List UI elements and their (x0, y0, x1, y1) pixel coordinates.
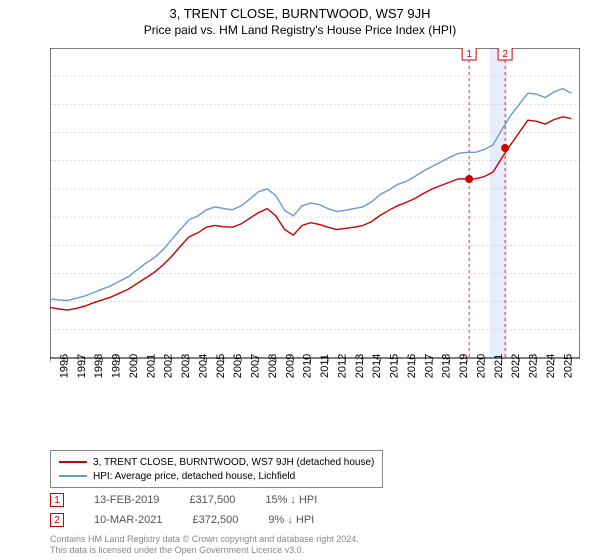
svg-text:2016: 2016 (406, 354, 418, 378)
svg-text:2014: 2014 (371, 354, 383, 378)
svg-text:2001: 2001 (145, 354, 157, 378)
svg-text:2017: 2017 (423, 354, 435, 378)
svg-text:2023: 2023 (528, 354, 540, 378)
svg-text:2008: 2008 (267, 354, 279, 378)
svg-text:2004: 2004 (197, 354, 209, 378)
svg-text:2: 2 (502, 49, 508, 60)
footer-line2: This data is licensed under the Open Gov… (50, 545, 359, 556)
svg-text:2013: 2013 (354, 354, 366, 378)
svg-text:2007: 2007 (250, 354, 262, 378)
legend-swatch-hpi (59, 475, 87, 477)
svg-text:2005: 2005 (215, 354, 227, 378)
marker-row-2: 2 10-MAR-2021 £372,500 9% ↓ HPI (50, 510, 317, 530)
marker-price-1: £317,500 (189, 494, 235, 506)
marker-badge-1: 1 (50, 493, 64, 507)
svg-text:2002: 2002 (163, 354, 175, 378)
legend-row-property: 3, TRENT CLOSE, BURNTWOOD, WS7 9JH (deta… (59, 455, 374, 469)
svg-text:2019: 2019 (458, 354, 470, 378)
marker-delta-2: 9% ↓ HPI (268, 514, 314, 526)
svg-text:2020: 2020 (475, 354, 487, 378)
svg-text:2018: 2018 (441, 354, 453, 378)
svg-text:1996: 1996 (58, 354, 70, 378)
legend-label-hpi: HPI: Average price, detached house, Lich… (93, 471, 295, 482)
chart-titles: 3, TRENT CLOSE, BURNTWOOD, WS7 9JH Price… (0, 0, 600, 37)
svg-text:1: 1 (466, 49, 472, 60)
svg-text:2003: 2003 (180, 354, 192, 378)
svg-text:2006: 2006 (232, 354, 244, 378)
marker-date-2: 10-MAR-2021 (94, 514, 162, 526)
marker-badge-2: 2 (50, 513, 64, 527)
legend-row-hpi: HPI: Average price, detached house, Lich… (59, 469, 374, 483)
svg-text:1998: 1998 (93, 354, 105, 378)
svg-text:2000: 2000 (128, 354, 140, 378)
svg-text:1997: 1997 (76, 354, 88, 378)
marker-id-1: 1 (54, 495, 60, 506)
svg-text:1999: 1999 (111, 354, 123, 378)
svg-text:2009: 2009 (284, 354, 296, 378)
chart-title-address: 3, TRENT CLOSE, BURNTWOOD, WS7 9JH (0, 6, 600, 21)
price-chart: £0£50K£100K£150K£200K£250K£300K£350K£400… (50, 48, 580, 388)
marker-date-1: 13-FEB-2019 (94, 494, 159, 506)
marker-id-2: 2 (54, 515, 60, 526)
marker-row-1: 1 13-FEB-2019 £317,500 15% ↓ HPI (50, 490, 317, 510)
footer-attribution: Contains HM Land Registry data © Crown c… (50, 534, 359, 556)
legend: 3, TRENT CLOSE, BURNTWOOD, WS7 9JH (deta… (50, 450, 383, 488)
svg-text:2021: 2021 (493, 354, 505, 378)
marker-delta-1: 15% ↓ HPI (265, 494, 317, 506)
chart-area: £0£50K£100K£150K£200K£250K£300K£350K£400… (50, 48, 580, 388)
footer-line1: Contains HM Land Registry data © Crown c… (50, 534, 359, 545)
marker-table: 1 13-FEB-2019 £317,500 15% ↓ HPI 2 10-MA… (50, 490, 317, 530)
legend-label-property: 3, TRENT CLOSE, BURNTWOOD, WS7 9JH (deta… (93, 457, 374, 468)
svg-text:2010: 2010 (302, 354, 314, 378)
svg-text:2025: 2025 (562, 354, 574, 378)
marker-price-2: £372,500 (192, 514, 238, 526)
chart-title-subtitle: Price paid vs. HM Land Registry's House … (0, 23, 600, 37)
svg-text:2022: 2022 (510, 354, 522, 378)
svg-text:2012: 2012 (336, 354, 348, 378)
legend-swatch-property (59, 461, 87, 463)
svg-text:2015: 2015 (389, 354, 401, 378)
svg-text:2024: 2024 (545, 354, 557, 378)
